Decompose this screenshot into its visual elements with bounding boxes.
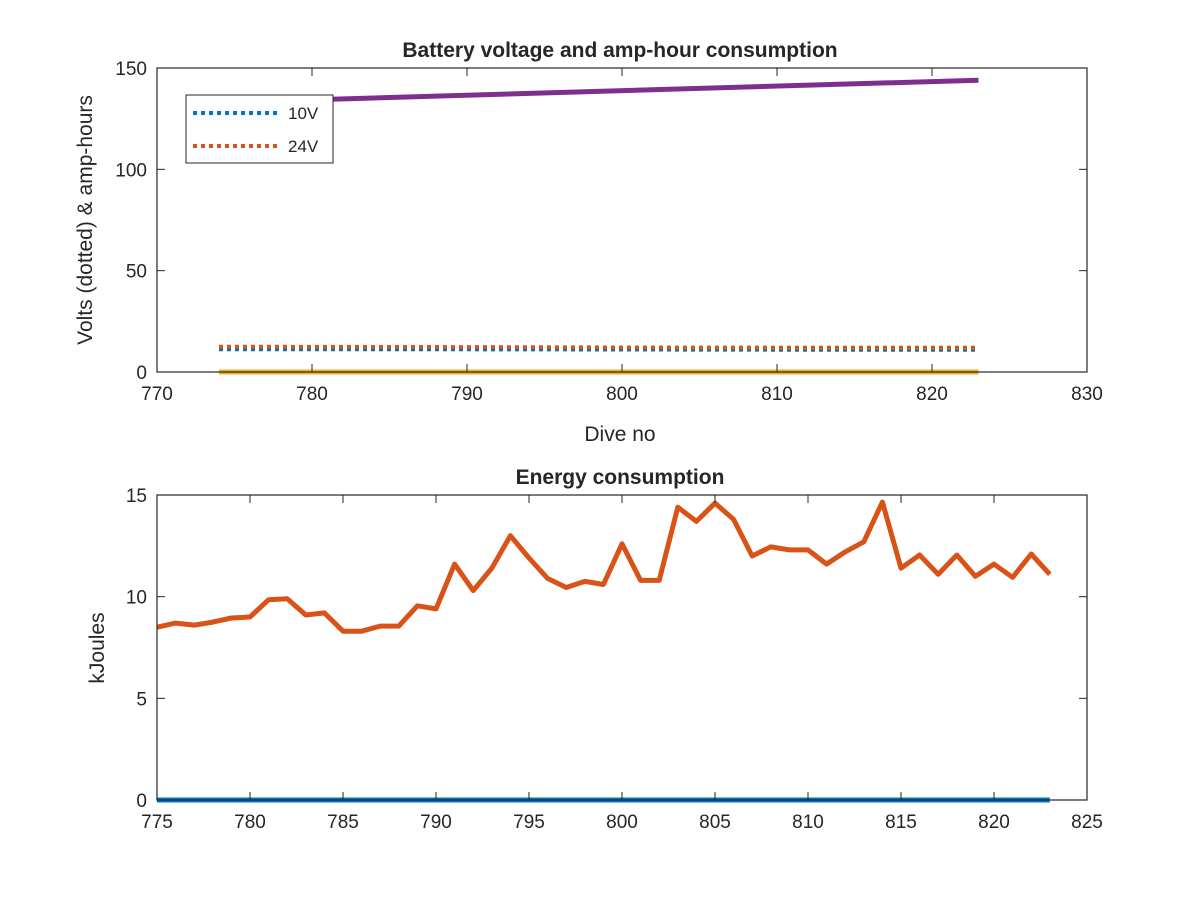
x-tick-label: 795 [513, 812, 545, 833]
y-tick-label: 0 [136, 791, 147, 812]
x-tick-label: 790 [451, 384, 483, 405]
legend-label-24v: 24V [288, 137, 319, 156]
x-tick-label: 780 [296, 384, 328, 405]
plot-area [157, 495, 1087, 800]
x-tick-label: 790 [420, 812, 452, 833]
x-tick-label: 800 [606, 812, 638, 833]
x-tick-label: 770 [141, 384, 173, 405]
x-tick-label: 810 [792, 812, 824, 833]
x-tick-label: 830 [1071, 384, 1103, 405]
x-tick-label: 805 [699, 812, 731, 833]
x-tick-label: 780 [234, 812, 266, 833]
x-tick-label: 820 [916, 384, 948, 405]
x-tick-label: 820 [978, 812, 1010, 833]
y-tick-label: 100 [115, 160, 147, 181]
x-tick-label: 800 [606, 384, 638, 405]
y-tick-label: 50 [126, 262, 147, 283]
y-tick-label: 10 [126, 588, 147, 609]
x-axis-label: Dive no [584, 423, 655, 446]
y-tick-label: 0 [136, 363, 147, 384]
legend: 10V 24V [186, 95, 333, 163]
x-tick-label: 825 [1071, 812, 1103, 833]
y-tick-label: 15 [126, 486, 147, 507]
x-tick-label: 810 [761, 384, 793, 405]
x-tick-label: 775 [141, 812, 173, 833]
chart-title: Battery voltage and amp-hour consumption [402, 39, 837, 62]
y-axis-label: Volts (dotted) & amp-hours [74, 95, 97, 345]
legend-label-10v: 10V [288, 104, 319, 123]
y-tick-label: 150 [115, 59, 147, 80]
y-axis-label: kJoules [86, 612, 109, 683]
x-tick-label: 785 [327, 812, 359, 833]
chart-title: Energy consumption [516, 466, 725, 489]
y-tick-label: 5 [136, 689, 147, 710]
x-tick-label: 815 [885, 812, 917, 833]
voltage-chart: 770 780 790 800 810 820 830 0 50 100 150 Battery v… [74, 39, 1103, 446]
